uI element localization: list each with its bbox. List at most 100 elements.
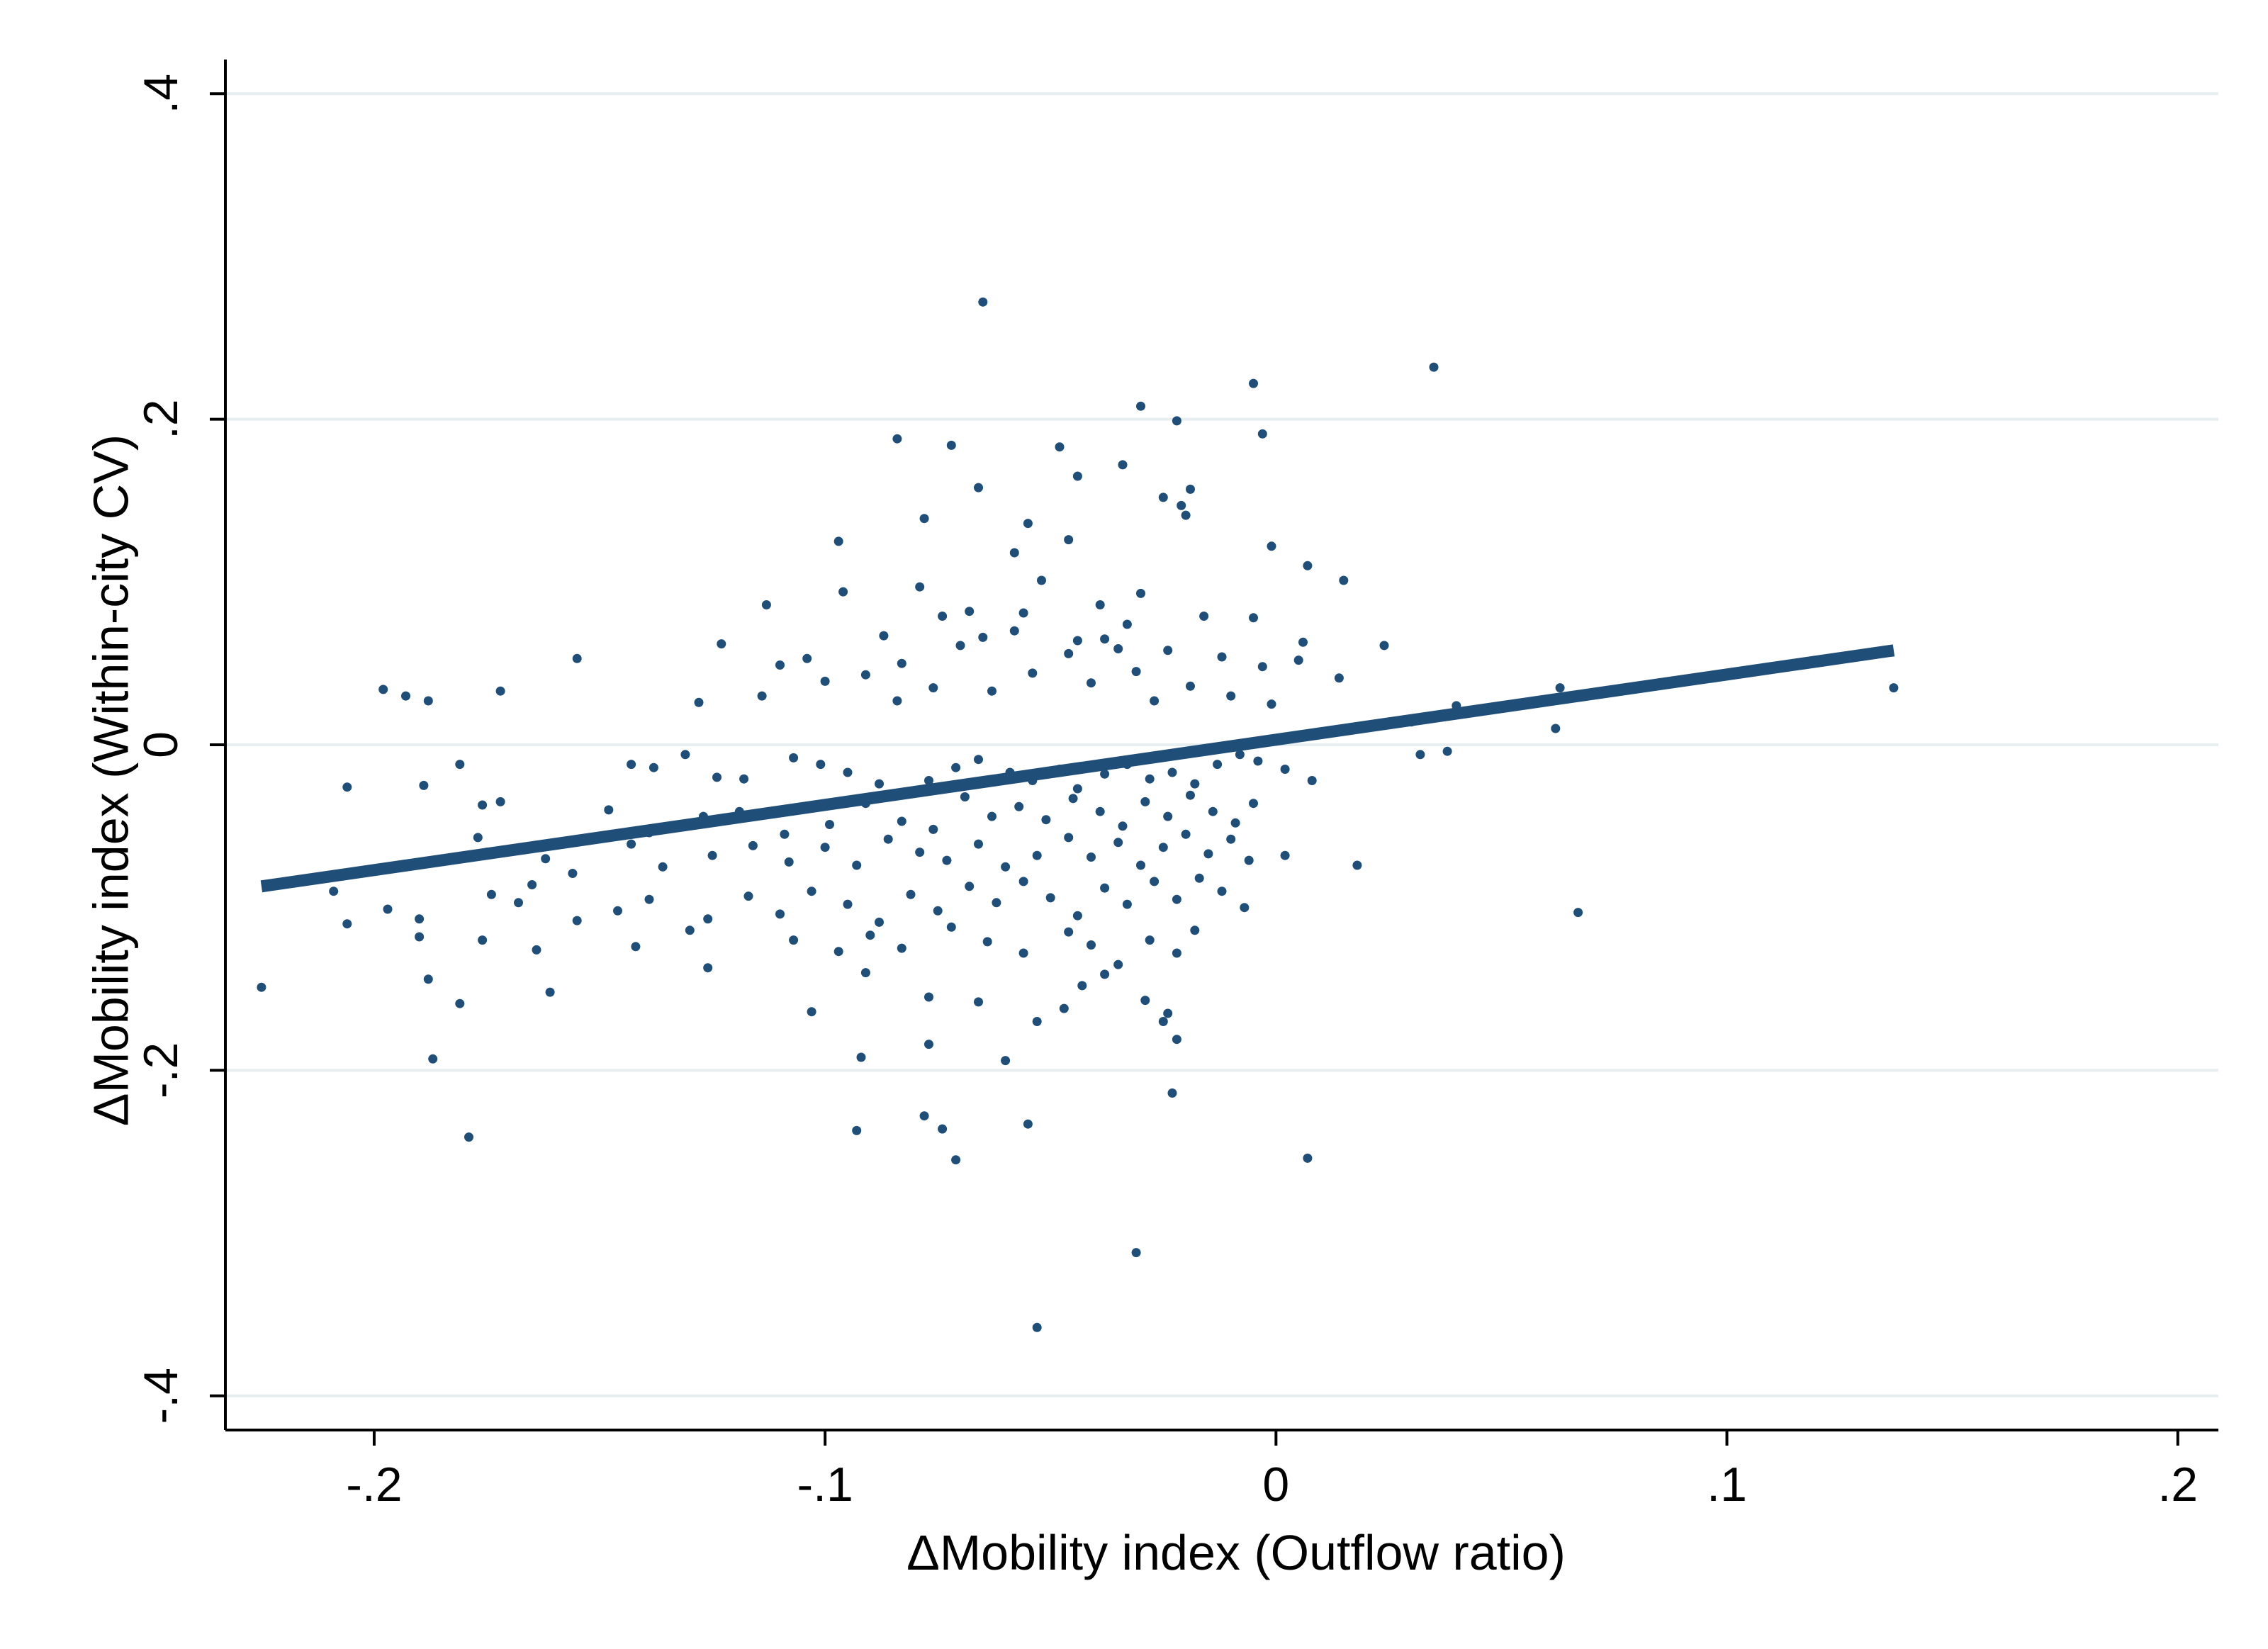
data-point-188: [1122, 899, 1132, 909]
data-point-7: [1257, 429, 1267, 439]
data-point-163: [1244, 855, 1254, 865]
data-point-9: [1118, 460, 1128, 470]
data-point-194: [1573, 908, 1583, 918]
y-tick-label-4: .4: [134, 74, 188, 114]
data-point-57: [495, 686, 505, 696]
data-point-154: [1032, 850, 1042, 860]
data-point-10: [1072, 471, 1082, 481]
data-point-85: [712, 772, 722, 782]
data-point-75: [1889, 683, 1899, 693]
data-point-138: [541, 854, 551, 864]
data-point-203: [865, 930, 875, 940]
data-point-25: [838, 587, 848, 597]
data-point-112: [1442, 746, 1452, 756]
data-point-173: [644, 894, 654, 904]
data-point-159: [1158, 843, 1168, 852]
data-point-187: [1100, 883, 1110, 893]
data-point-167: [383, 904, 393, 914]
data-point-125: [1014, 801, 1024, 811]
data-point-2: [1249, 378, 1258, 388]
data-point-88: [816, 760, 826, 770]
data-point-213: [1190, 925, 1200, 935]
data-point-205: [946, 922, 956, 932]
data-point-132: [1186, 790, 1195, 800]
data-point-150: [915, 848, 925, 857]
data-point-158: [1136, 860, 1145, 870]
data-point-94: [974, 755, 983, 765]
x-tick-label-2: 0: [1262, 1458, 1289, 1512]
data-point-70: [1150, 696, 1160, 706]
data-point-230: [428, 1054, 438, 1064]
data-point-30: [761, 600, 771, 609]
data-point-21: [1303, 561, 1313, 570]
data-point-196: [415, 932, 425, 942]
data-point-19: [833, 536, 843, 546]
data-point-202: [833, 947, 843, 957]
data-point-231: [856, 1052, 866, 1062]
data-point-190: [1172, 894, 1181, 904]
data-point-39: [1064, 648, 1074, 658]
data-point-84: [680, 750, 690, 760]
data-point-99: [1100, 769, 1110, 779]
data-point-224: [1077, 981, 1087, 991]
data-point-232: [924, 1040, 933, 1049]
data-point-71: [1186, 681, 1195, 691]
data-point-118: [780, 829, 790, 839]
data-point-65: [928, 683, 938, 693]
data-point-200: [685, 925, 695, 935]
data-point-74: [1555, 683, 1565, 693]
data-point-46: [1072, 636, 1082, 646]
data-point-227: [1163, 1008, 1173, 1018]
data-point-81: [495, 797, 505, 806]
data-point-18: [1023, 519, 1033, 529]
y-axis-title: ΔMobility index (Within-city CV): [83, 434, 138, 1126]
data-point-209: [1087, 940, 1096, 950]
data-point-129: [1118, 821, 1128, 831]
data-point-149: [883, 834, 893, 844]
data-point-225: [1100, 969, 1110, 979]
data-point-121: [897, 816, 906, 826]
data-point-153: [1001, 862, 1011, 872]
data-point-221: [974, 997, 983, 1007]
data-point-207: [1018, 948, 1028, 958]
data-point-35: [1199, 612, 1209, 621]
x-tick-label-0: -.2: [346, 1458, 402, 1512]
data-point-193: [1240, 903, 1250, 913]
data-point-141: [568, 869, 578, 878]
data-point-168: [415, 914, 425, 924]
data-point-170: [514, 898, 523, 908]
data-point-201: [789, 935, 799, 945]
data-point-82: [627, 760, 636, 770]
data-point-67: [1028, 668, 1038, 678]
data-point-234: [1158, 1017, 1168, 1026]
data-point-214: [257, 982, 266, 992]
data-point-38: [955, 641, 965, 651]
data-point-156: [1087, 852, 1096, 862]
data-point-51: [1334, 673, 1344, 683]
data-point-151: [942, 855, 952, 865]
data-point-13: [1158, 493, 1168, 502]
data-point-152: [974, 839, 983, 849]
data-point-162: [1226, 834, 1236, 844]
data-point-185: [1045, 893, 1055, 903]
data-point-217: [703, 963, 713, 973]
data-point-43: [802, 653, 812, 663]
data-point-239: [938, 1124, 948, 1134]
data-point-89: [843, 767, 853, 777]
data-point-93: [951, 762, 961, 772]
data-point-0: [978, 297, 988, 307]
data-point-108: [1307, 776, 1317, 785]
data-point-105: [1235, 750, 1245, 760]
data-point-208: [1064, 927, 1074, 937]
data-point-66: [987, 686, 997, 696]
data-point-197: [478, 935, 488, 945]
data-point-175: [743, 891, 753, 901]
data-point-33: [1009, 626, 1019, 636]
data-point-135: [1249, 799, 1258, 809]
data-point-199: [631, 942, 641, 952]
data-point-8: [1055, 442, 1065, 452]
data-point-131: [1163, 811, 1173, 821]
data-point-42: [775, 660, 785, 670]
data-point-242: [1303, 1153, 1313, 1163]
